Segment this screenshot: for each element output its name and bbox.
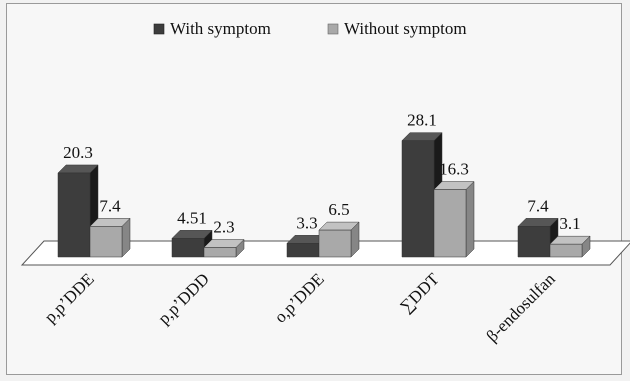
chart-frame: [6, 3, 622, 375]
x-axis-tick-labels: p,p’DDE p,p’DDD o,p’DDE ∑DDT β-endosulfa…: [41, 269, 560, 346]
x-tick-label: p,p’DDD: [154, 269, 213, 328]
bar-front: [401, 140, 435, 258]
data-label: 7.4: [99, 196, 121, 215]
bar-front: [433, 189, 467, 258]
data-label: 28.1: [407, 111, 437, 130]
bars-layer: [57, 132, 591, 258]
bar-front: [171, 238, 205, 258]
bar-front: [203, 247, 237, 258]
legend-label-without-symptom: Without symptom: [344, 19, 467, 38]
data-label: 7.4: [527, 196, 549, 215]
data-label: 20.3: [63, 143, 93, 162]
bar: [433, 180, 475, 258]
bar-front: [318, 229, 352, 258]
data-label: 2.3: [213, 217, 234, 236]
x-tick-label: ∑DDT: [396, 269, 443, 316]
bar: [318, 221, 360, 258]
legend-item-without-symptom: Without symptom: [327, 19, 467, 38]
bar-front: [57, 172, 91, 258]
legend: With symptom Without symptom: [153, 19, 467, 38]
data-label: 4.51: [177, 208, 207, 227]
bar-front: [517, 226, 551, 258]
legend-item-with-symptom: With symptom: [153, 19, 271, 38]
bar: [203, 238, 245, 258]
bar-front: [549, 243, 583, 258]
bar-front: [286, 243, 320, 258]
legend-swatch-without-symptom: [327, 23, 339, 35]
bar-front: [89, 226, 123, 258]
data-label: 6.5: [328, 200, 349, 219]
x-tick-label: β-endosulfan: [483, 269, 560, 346]
data-label: 3.3: [296, 213, 317, 232]
data-label: 16.3: [439, 160, 469, 179]
labels-layer: 20.3 7.4 4.51 2.3 3.3 6.5 28.1 16.3 7.4 3.1: [63, 111, 581, 237]
data-label: 3.1: [559, 214, 580, 233]
bar-side: [465, 180, 475, 258]
x-tick-label: p,p’DDE: [41, 269, 98, 326]
legend-swatch-with-symptom: [153, 23, 165, 35]
bar: [549, 235, 591, 258]
bar: [57, 164, 99, 258]
x-tick-label: o,p’DDE: [271, 269, 328, 326]
legend-label-with-symptom: With symptom: [170, 19, 271, 38]
bar: [89, 217, 131, 258]
